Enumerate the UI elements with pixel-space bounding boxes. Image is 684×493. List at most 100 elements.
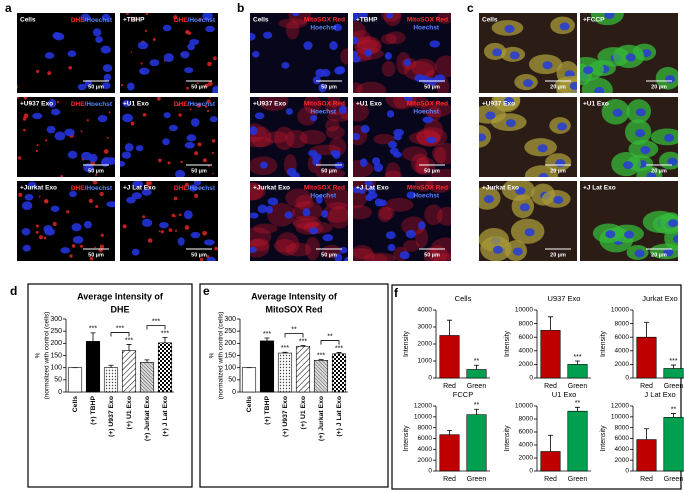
- bar: [663, 417, 684, 472]
- nucleus: [137, 41, 149, 50]
- micrograph: +J Lat Exo DHE/Hoechst 50 µm: [120, 181, 218, 261]
- y-tick-label: 8000: [615, 320, 630, 327]
- error-bar: [336, 352, 342, 354]
- nucleus: [358, 186, 366, 195]
- nucleus: [583, 66, 594, 75]
- bracket-label: **: [327, 333, 333, 340]
- nucleus: [504, 97, 515, 106]
- red-stain: [414, 157, 429, 175]
- nucleus: [100, 45, 112, 54]
- red-speck: [178, 213, 182, 217]
- red-speck: [204, 83, 209, 88]
- red-stain: [278, 18, 308, 29]
- nucleus: [60, 247, 71, 254]
- bar: [540, 330, 561, 379]
- red-stain: [426, 181, 451, 193]
- red-speck: [152, 38, 156, 41]
- red-speck: [186, 86, 189, 90]
- significance: ***: [317, 352, 325, 359]
- red-stain: [356, 81, 387, 93]
- y-tick-label: 8000: [615, 424, 630, 431]
- nucleus: [365, 194, 374, 202]
- nucleus: [640, 146, 651, 155]
- nucleus: [594, 86, 605, 93]
- panel-letter: d: [10, 284, 17, 298]
- x-tick-label: Green: [664, 476, 684, 483]
- nucleus: [139, 67, 150, 75]
- red-speck: [158, 158, 162, 163]
- red-speck: [23, 113, 29, 119]
- y-tick-label: 6000: [615, 334, 630, 341]
- red-stain: [299, 129, 327, 145]
- image-label: +J Lat Exo: [123, 185, 156, 192]
- nucleus: [360, 124, 370, 134]
- panel-letter: f: [394, 286, 399, 300]
- nucleus: [149, 59, 160, 67]
- nucleus: [312, 76, 321, 85]
- red-stain: [416, 157, 436, 175]
- stain-blue: Hoechst: [413, 193, 439, 200]
- nucleus: [353, 132, 361, 141]
- chart-title: Average Intensity of: [251, 291, 338, 301]
- image-label: +Jurkat Exo: [20, 185, 57, 192]
- significance: **: [474, 358, 480, 365]
- nucleus: [83, 220, 92, 229]
- red-stain: [353, 205, 373, 220]
- red-speck: [194, 193, 199, 198]
- x-tick-label: (+) Jurkat Exo: [144, 396, 151, 441]
- nucleus: [250, 32, 256, 41]
- red-stain: [250, 182, 264, 201]
- y-tick-label: 4000: [519, 348, 534, 355]
- scale-label: 20 µm: [651, 84, 667, 90]
- red-stain: [430, 168, 451, 177]
- stain-label: DHE/Hoechst: [174, 17, 216, 24]
- nucleus: [251, 50, 260, 58]
- red-stain: [421, 101, 451, 118]
- nucleus: [663, 248, 674, 257]
- nucleus: [320, 68, 331, 77]
- significance: ***: [669, 358, 677, 365]
- nucleus: [418, 221, 426, 230]
- x-tick-label: Red: [544, 476, 557, 483]
- micrograph: +Jurkat Exo 20 µm: [479, 181, 577, 261]
- nucleus: [504, 24, 515, 33]
- y-tick-label: 4000: [519, 442, 534, 449]
- micrograph: +U937 Exo 20 µm: [479, 97, 577, 177]
- image-label: +J Lat Exo: [583, 185, 616, 192]
- y-tick-label: 200: [224, 340, 236, 347]
- nucleus: [27, 181, 37, 189]
- y-tick-label: 100: [224, 365, 236, 372]
- nucleus: [186, 134, 197, 142]
- red-stain: [410, 153, 430, 174]
- micrograph: +FCCP 20 µm: [580, 13, 678, 93]
- stain-red: DHE: [71, 185, 85, 192]
- red-stain: [370, 253, 388, 261]
- bar: [121, 350, 137, 393]
- y-tick-label: 250: [50, 328, 62, 335]
- nucleus: [284, 211, 293, 219]
- red-speck: [178, 113, 182, 117]
- red-stain: [434, 55, 451, 78]
- red-speck: [35, 149, 39, 153]
- red-speck: [18, 192, 23, 197]
- red-speck: [45, 139, 48, 142]
- scale-label: 50 µm: [88, 84, 104, 90]
- x-tick-label: (+) U1 Exo: [126, 396, 133, 429]
- significance: **: [575, 400, 581, 407]
- y-tick-label: 0: [428, 375, 432, 382]
- nucleus: [106, 201, 115, 208]
- error-bar: [144, 359, 150, 363]
- red-speck: [17, 97, 19, 99]
- nucleus: [665, 75, 676, 84]
- red-speck: [214, 246, 218, 251]
- stain-red: MitoSOX Red: [407, 17, 448, 24]
- red-speck: [144, 29, 148, 32]
- nucleus: [44, 227, 55, 236]
- x-tick-label: (+) TBHP: [90, 396, 97, 425]
- red-stain: [432, 142, 451, 165]
- nucleus: [612, 108, 623, 117]
- nucleus: [141, 218, 153, 227]
- red-speck: [157, 97, 161, 101]
- red-speck: [100, 233, 104, 237]
